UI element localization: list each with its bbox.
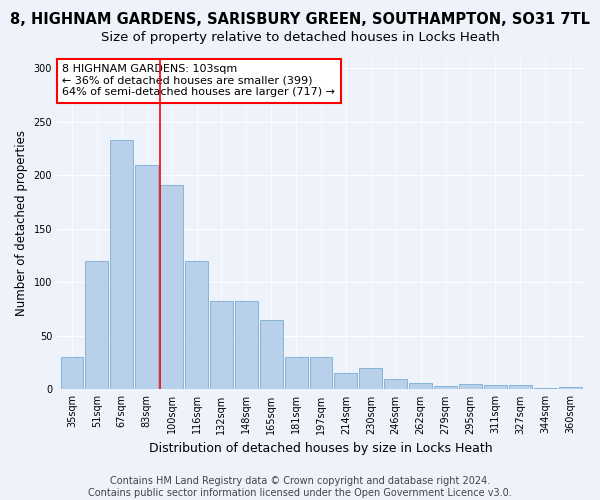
Bar xyxy=(310,358,332,390)
Bar xyxy=(210,300,233,390)
Text: Contains HM Land Registry data © Crown copyright and database right 2024.
Contai: Contains HM Land Registry data © Crown c… xyxy=(88,476,512,498)
Bar xyxy=(260,320,283,390)
Bar xyxy=(359,368,382,390)
Bar xyxy=(61,358,83,390)
Y-axis label: Number of detached properties: Number of detached properties xyxy=(15,130,28,316)
Bar xyxy=(459,384,482,390)
Text: 8, HIGHNAM GARDENS, SARISBURY GREEN, SOUTHAMPTON, SO31 7TL: 8, HIGHNAM GARDENS, SARISBURY GREEN, SOU… xyxy=(10,12,590,28)
Bar xyxy=(185,261,208,390)
Bar xyxy=(334,374,358,390)
Bar xyxy=(284,358,308,390)
Bar xyxy=(235,300,258,390)
X-axis label: Distribution of detached houses by size in Locks Heath: Distribution of detached houses by size … xyxy=(149,442,493,455)
Bar xyxy=(509,385,532,390)
Bar xyxy=(434,386,457,390)
Bar xyxy=(409,383,432,390)
Bar xyxy=(110,140,133,390)
Bar xyxy=(160,185,183,390)
Bar xyxy=(484,385,507,390)
Text: Size of property relative to detached houses in Locks Heath: Size of property relative to detached ho… xyxy=(101,31,499,44)
Bar xyxy=(559,388,581,390)
Bar xyxy=(135,164,158,390)
Bar xyxy=(85,261,109,390)
Bar xyxy=(533,388,557,390)
Text: 8 HIGHNAM GARDENS: 103sqm
← 36% of detached houses are smaller (399)
64% of semi: 8 HIGHNAM GARDENS: 103sqm ← 36% of detac… xyxy=(62,64,335,98)
Bar xyxy=(384,378,407,390)
